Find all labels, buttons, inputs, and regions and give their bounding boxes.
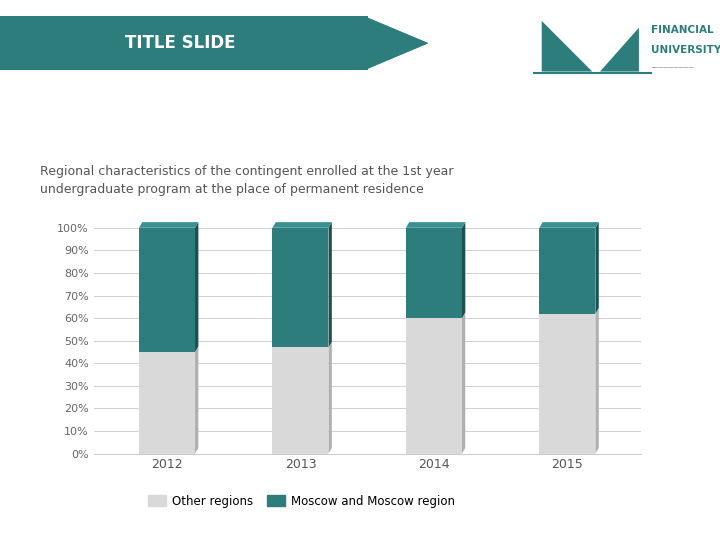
Text: TITLE SLIDE: TITLE SLIDE xyxy=(125,34,235,52)
Bar xyxy=(139,228,195,352)
Text: FINANCIAL: FINANCIAL xyxy=(651,25,714,35)
Bar xyxy=(406,228,462,318)
Polygon shape xyxy=(328,342,332,454)
Text: ─────────────────: ───────────────── xyxy=(651,66,693,70)
FancyBboxPatch shape xyxy=(0,16,428,70)
Polygon shape xyxy=(406,222,465,228)
Bar xyxy=(406,318,462,454)
Polygon shape xyxy=(595,222,599,314)
Text: UNIVERSITY: UNIVERSITY xyxy=(651,45,720,55)
Legend: Other regions, Moscow and Moscow region: Other regions, Moscow and Moscow region xyxy=(143,490,459,512)
Text: Regional characteristics of the contingent enrolled at the 1st year
undergraduat: Regional characteristics of the continge… xyxy=(40,165,453,195)
Bar xyxy=(272,228,328,347)
Polygon shape xyxy=(369,16,437,70)
Bar xyxy=(272,347,328,454)
Polygon shape xyxy=(539,222,599,228)
Polygon shape xyxy=(195,222,199,352)
Polygon shape xyxy=(364,16,428,70)
Polygon shape xyxy=(541,21,593,71)
Polygon shape xyxy=(272,222,332,228)
Bar xyxy=(539,228,595,314)
Polygon shape xyxy=(195,346,199,454)
Polygon shape xyxy=(328,222,332,347)
Polygon shape xyxy=(600,28,639,71)
Polygon shape xyxy=(364,16,428,70)
Bar xyxy=(139,352,195,454)
Polygon shape xyxy=(595,308,599,454)
Polygon shape xyxy=(462,222,465,318)
Polygon shape xyxy=(462,313,465,454)
Polygon shape xyxy=(139,222,199,228)
Bar xyxy=(539,314,595,454)
